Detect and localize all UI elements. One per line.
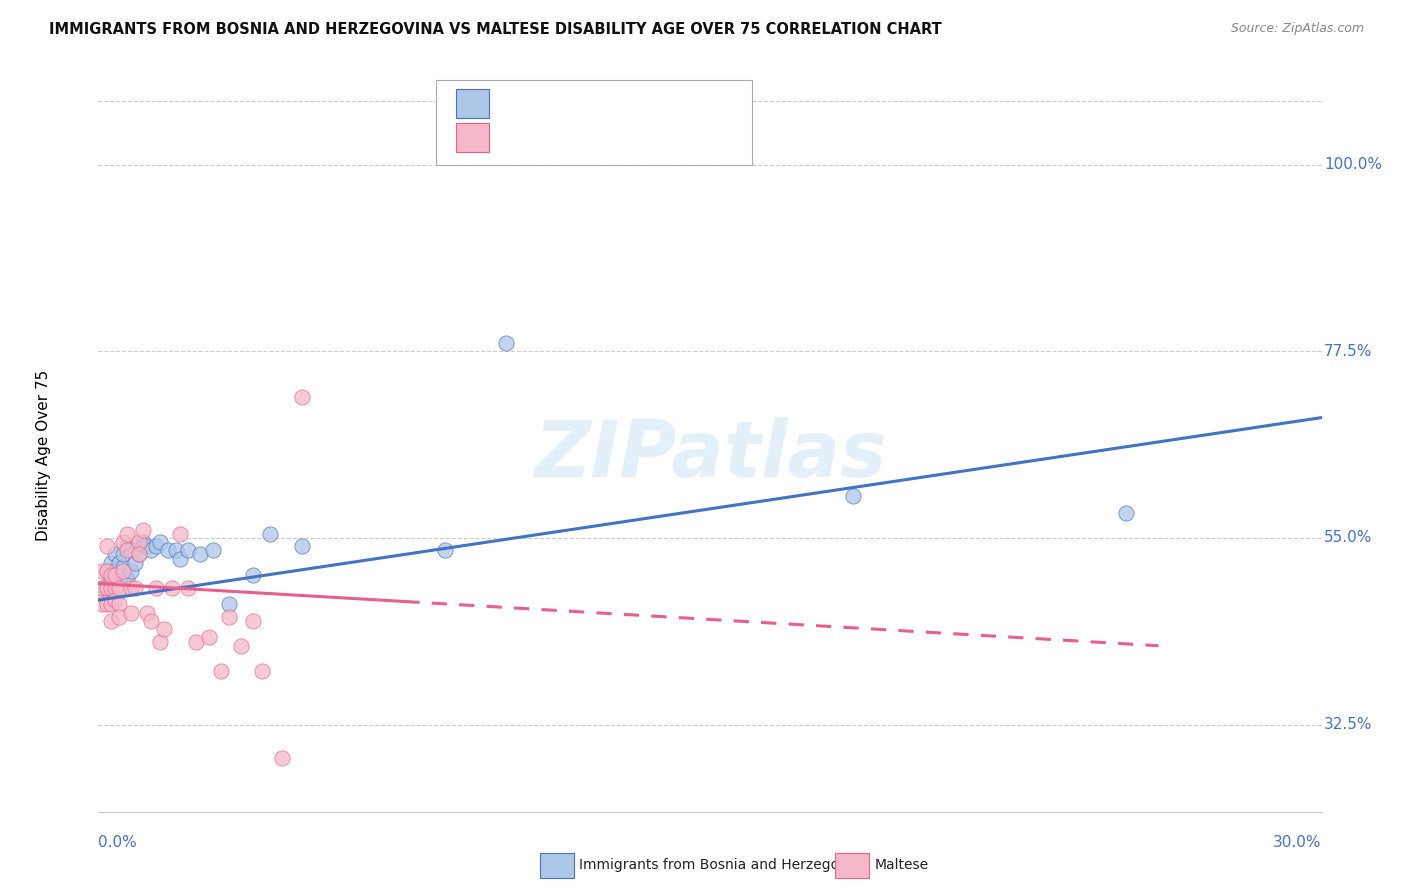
Text: 100.0%: 100.0% <box>1324 157 1382 172</box>
Point <box>120 543 142 558</box>
Point <box>104 568 127 582</box>
Point <box>250 664 273 678</box>
Point <box>434 543 457 558</box>
Point <box>165 543 187 558</box>
Point <box>100 568 122 582</box>
Point <box>104 548 127 562</box>
Point <box>115 539 138 553</box>
Point <box>132 539 155 553</box>
Point <box>197 631 219 645</box>
Point <box>136 606 159 620</box>
Point <box>177 543 200 558</box>
Point <box>169 551 191 566</box>
Point <box>495 335 517 350</box>
Point <box>120 564 142 578</box>
Point <box>209 664 232 678</box>
Text: 0.0%: 0.0% <box>98 835 138 850</box>
Point <box>96 581 118 595</box>
Point <box>120 581 142 595</box>
Point <box>160 581 183 595</box>
Point <box>91 581 114 595</box>
Point <box>152 622 174 636</box>
Point <box>108 581 131 595</box>
Point <box>104 581 127 595</box>
Point <box>100 556 122 570</box>
Point <box>132 523 155 537</box>
Point <box>128 548 150 562</box>
Text: R =   0.519   N = 38: R = 0.519 N = 38 <box>496 96 672 111</box>
Point <box>128 548 150 562</box>
Point <box>169 526 191 541</box>
Point <box>188 548 212 562</box>
Point <box>242 568 264 582</box>
Point <box>841 490 863 504</box>
Text: R = -0.053   N = 44: R = -0.053 N = 44 <box>496 130 668 145</box>
Point <box>115 526 138 541</box>
Text: 32.5%: 32.5% <box>1324 717 1372 732</box>
Point <box>100 573 122 587</box>
Point <box>104 593 127 607</box>
Point <box>141 543 163 558</box>
Text: Disability Age Over 75: Disability Age Over 75 <box>37 369 51 541</box>
Point <box>145 539 167 553</box>
Point <box>186 634 208 648</box>
Point <box>132 535 155 549</box>
Point <box>108 556 131 570</box>
Point <box>111 560 134 574</box>
Point <box>177 581 200 595</box>
Point <box>111 535 134 549</box>
Point <box>108 597 131 611</box>
Point <box>156 543 179 558</box>
Point <box>111 564 134 578</box>
Point <box>231 639 253 653</box>
Point <box>104 564 127 578</box>
Point <box>218 597 240 611</box>
Point <box>128 535 150 549</box>
Point <box>291 390 314 404</box>
Point <box>100 581 122 595</box>
Point <box>91 581 114 595</box>
Point <box>136 539 159 553</box>
Point <box>96 581 118 595</box>
Text: Source: ZipAtlas.com: Source: ZipAtlas.com <box>1230 22 1364 36</box>
Point <box>115 543 138 558</box>
Point <box>270 751 294 765</box>
Text: Immigrants from Bosnia and Herzegovina: Immigrants from Bosnia and Herzegovina <box>579 858 869 872</box>
Point <box>96 539 118 553</box>
Point <box>100 597 122 611</box>
Point <box>1115 506 1137 520</box>
Point <box>242 614 264 628</box>
Text: ZIPatlas: ZIPatlas <box>534 417 886 493</box>
Point <box>141 614 163 628</box>
Point <box>145 581 167 595</box>
Text: 77.5%: 77.5% <box>1324 343 1372 359</box>
Text: Maltese: Maltese <box>875 858 928 872</box>
Point <box>201 543 224 558</box>
Point <box>111 548 134 562</box>
Text: IMMIGRANTS FROM BOSNIA AND HERZEGOVINA VS MALTESE DISABILITY AGE OVER 75 CORRELA: IMMIGRANTS FROM BOSNIA AND HERZEGOVINA V… <box>49 22 942 37</box>
Point <box>149 634 172 648</box>
Point <box>218 609 240 624</box>
Point <box>124 556 146 570</box>
Point <box>108 609 131 624</box>
Point <box>149 535 172 549</box>
Point <box>91 564 114 578</box>
Point <box>291 539 314 553</box>
Point <box>96 597 118 611</box>
Point <box>115 573 138 587</box>
Text: 55.0%: 55.0% <box>1324 531 1372 545</box>
Text: 30.0%: 30.0% <box>1274 835 1322 850</box>
Point <box>108 573 131 587</box>
Point <box>120 606 142 620</box>
Point <box>124 581 146 595</box>
Point <box>96 564 118 578</box>
Point <box>100 581 122 595</box>
Point <box>100 614 122 628</box>
Point <box>91 597 114 611</box>
Point <box>259 526 281 541</box>
Point <box>96 564 118 578</box>
